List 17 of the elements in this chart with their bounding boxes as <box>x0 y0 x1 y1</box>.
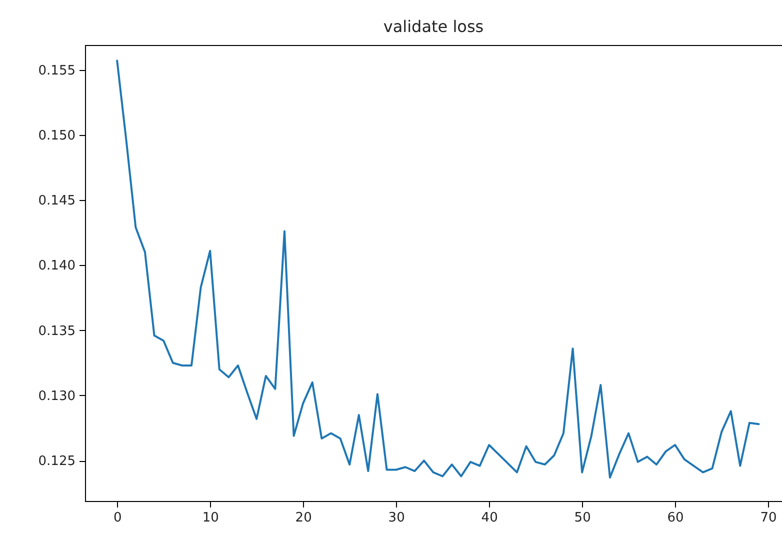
y-tick-label: 0.155 <box>38 63 76 78</box>
y-tick-label: 0.145 <box>38 194 76 209</box>
x-tick-label: 70 <box>760 510 777 526</box>
x-tick-label: 0 <box>113 510 122 526</box>
chart-title: validate loss <box>383 17 484 36</box>
y-tick-label: 0.135 <box>38 324 76 339</box>
x-tick-label: 60 <box>667 510 684 526</box>
x-tick-label: 40 <box>481 510 498 526</box>
y-tick-label: 0.130 <box>38 388 76 404</box>
y-tick-label: 0.150 <box>38 128 76 144</box>
x-tick-label: 20 <box>295 510 312 526</box>
x-tick-label: 10 <box>202 510 219 526</box>
x-tick-label: 50 <box>574 510 591 526</box>
y-tick-label: 0.140 <box>38 258 76 274</box>
y-tick-label: 0.125 <box>38 454 76 470</box>
x-tick-label: 30 <box>388 510 405 526</box>
line-series <box>116 60 760 479</box>
